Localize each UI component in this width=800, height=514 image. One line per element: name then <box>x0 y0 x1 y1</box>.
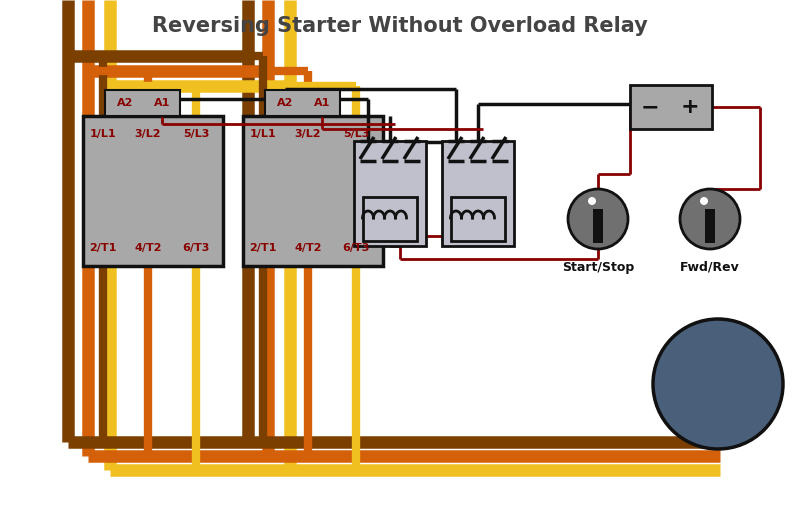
Text: A1: A1 <box>154 98 170 108</box>
Circle shape <box>588 197 596 205</box>
Circle shape <box>568 189 628 249</box>
Text: Start/Stop: Start/Stop <box>562 261 634 274</box>
Circle shape <box>653 319 783 449</box>
Text: 4/T2: 4/T2 <box>294 243 322 253</box>
Text: 2/T1: 2/T1 <box>90 243 117 253</box>
FancyBboxPatch shape <box>105 90 180 116</box>
Text: 5/L3: 5/L3 <box>183 129 209 139</box>
Circle shape <box>700 197 708 205</box>
Text: A2: A2 <box>277 98 293 108</box>
Text: −: − <box>641 97 659 117</box>
Text: A2: A2 <box>117 98 133 108</box>
Text: 6/T3: 6/T3 <box>182 243 210 253</box>
Text: 2/T1: 2/T1 <box>250 243 277 253</box>
Text: Reversing Starter Without Overload Relay: Reversing Starter Without Overload Relay <box>152 16 648 36</box>
FancyBboxPatch shape <box>243 116 383 266</box>
Text: Fwd/Rev: Fwd/Rev <box>680 261 740 274</box>
FancyBboxPatch shape <box>630 85 712 129</box>
Text: 3/L2: 3/L2 <box>134 129 162 139</box>
FancyBboxPatch shape <box>265 90 340 116</box>
Text: 1/L1: 1/L1 <box>250 129 276 139</box>
Text: 4/T2: 4/T2 <box>134 243 162 253</box>
FancyBboxPatch shape <box>83 116 223 266</box>
FancyBboxPatch shape <box>593 209 603 243</box>
Text: A1: A1 <box>314 98 330 108</box>
Text: 1/L1: 1/L1 <box>90 129 116 139</box>
Circle shape <box>680 189 740 249</box>
FancyBboxPatch shape <box>442 141 514 246</box>
Text: 6/T3: 6/T3 <box>342 243 370 253</box>
FancyBboxPatch shape <box>354 141 426 246</box>
FancyBboxPatch shape <box>705 209 715 243</box>
Text: +: + <box>681 97 699 117</box>
Text: 5/L3: 5/L3 <box>343 129 369 139</box>
Text: 3/L2: 3/L2 <box>294 129 322 139</box>
